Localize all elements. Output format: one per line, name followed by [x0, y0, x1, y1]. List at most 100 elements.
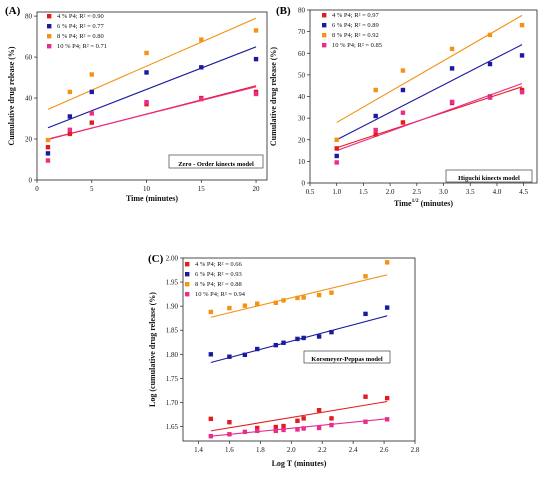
legend-entry: 6 % P4; R² = 0.77: [57, 23, 105, 30]
y-tick-label: 2.00: [166, 255, 179, 263]
data-point: [199, 96, 204, 102]
y-tick-label: 50: [298, 71, 306, 79]
y-tick-label: 40: [298, 93, 306, 101]
x-tick-label: 1.5: [359, 188, 368, 196]
data-point: [144, 70, 149, 75]
data-point: [89, 72, 94, 77]
x-axis-label: Time (minutes): [126, 194, 178, 203]
data-point: [384, 395, 390, 401]
data-point: [316, 425, 322, 431]
data-point: [487, 95, 493, 100]
data-point: [281, 340, 286, 345]
y-tick-label: 60: [25, 54, 33, 62]
data-point: [45, 158, 51, 163]
data-point: [273, 428, 278, 434]
x-tick-label: 2.8: [411, 446, 420, 454]
data-point: [373, 87, 378, 93]
data-point: [208, 416, 214, 422]
panel-label: (C): [148, 253, 164, 265]
x-tick-label: 3.0: [439, 188, 448, 196]
panel-label: (A): [5, 5, 21, 17]
data-point: [519, 22, 525, 28]
y-tick-label: 40: [25, 95, 33, 103]
y-axis-label: Cumulative drug release (%): [7, 46, 16, 146]
legend-entry: 4 % P4; R² = 0.90: [57, 13, 104, 20]
data-point: [329, 422, 334, 428]
legend-marker: [185, 262, 190, 267]
x-tick-label: 2.4: [349, 446, 358, 454]
legend-marker: [47, 44, 52, 49]
legend-marker: [322, 13, 327, 18]
x-tick-label: 3.5: [466, 188, 475, 196]
data-point: [487, 61, 493, 67]
data-point: [281, 427, 286, 433]
data-point: [67, 131, 73, 137]
legend-marker: [322, 43, 327, 48]
data-point: [89, 120, 94, 125]
data-point: [281, 423, 286, 429]
y-tick-label: 1.70: [166, 399, 179, 407]
data-point: [227, 354, 232, 359]
data-point: [329, 416, 334, 421]
y-axis-label: Cumulative drug release (%): [269, 47, 278, 147]
data-point: [373, 127, 378, 133]
data-point: [144, 99, 149, 105]
y-tick-label: 1.85: [166, 327, 179, 335]
x-axis-label-main: Time: [394, 199, 412, 208]
data-point: [295, 418, 300, 423]
data-point: [67, 127, 73, 133]
data-point: [253, 28, 259, 33]
data-point: [449, 99, 455, 105]
model-label: Higuchi kinects model: [458, 175, 520, 182]
x-axis-label: Time1/2 (minutes): [394, 198, 453, 208]
x-axis-label: Log T (minutes): [272, 459, 327, 468]
legend-marker: [185, 292, 190, 297]
x-tick-label: 2.5: [412, 188, 421, 196]
legend-entry: 4 % P4; R² = 0.66: [195, 261, 243, 268]
data-point: [253, 91, 259, 97]
data-point: [334, 153, 339, 159]
data-point: [227, 420, 232, 425]
model-label: Zero - Order kinects model: [178, 161, 254, 168]
data-point: [242, 303, 248, 308]
data-point: [242, 352, 248, 357]
data-point: [227, 305, 232, 311]
data-point: [316, 292, 322, 298]
data-point: [295, 336, 300, 342]
legend-marker: [322, 33, 327, 38]
data-point: [334, 160, 339, 165]
plot-frame: [182, 257, 416, 442]
y-tick-label: 1.80: [166, 351, 179, 359]
data-point: [363, 311, 368, 317]
x-tick-label: 15: [198, 185, 206, 193]
y-tick-label: 0: [302, 180, 306, 188]
data-point: [334, 137, 339, 142]
x-tick-label: 1.8: [256, 446, 265, 454]
fit-line: [47, 17, 257, 110]
x-tick-label: 0: [35, 185, 39, 193]
x-tick-label: 4.0: [493, 188, 502, 196]
data-point: [519, 53, 525, 58]
data-point: [273, 342, 278, 348]
x-axis-label-unit: (minutes): [419, 199, 454, 208]
x-tick-label: 2.2: [318, 446, 327, 454]
data-point: [199, 37, 204, 42]
data-point: [89, 89, 94, 95]
data-point: [316, 334, 322, 339]
data-point: [301, 295, 306, 300]
panel-a: 0 5 10 15 20 0 20 40 60 80 Time (minutes) Cumulativ…: [5, 5, 268, 203]
data-point: [329, 290, 334, 295]
data-point: [255, 301, 260, 306]
x-tick-label: 2.0: [287, 446, 296, 454]
x-axis-label-sup: 1/2: [412, 198, 419, 204]
data-point: [255, 428, 260, 434]
data-point: [227, 432, 232, 437]
data-point: [89, 111, 94, 116]
legend-entry: 10 % P4; R² = 0.94: [195, 291, 246, 298]
data-point: [329, 329, 334, 335]
model-label: Korsmeyer-Peppas model: [311, 356, 383, 363]
data-point: [242, 429, 248, 435]
data-point: [384, 305, 390, 310]
data-point: [208, 433, 214, 439]
